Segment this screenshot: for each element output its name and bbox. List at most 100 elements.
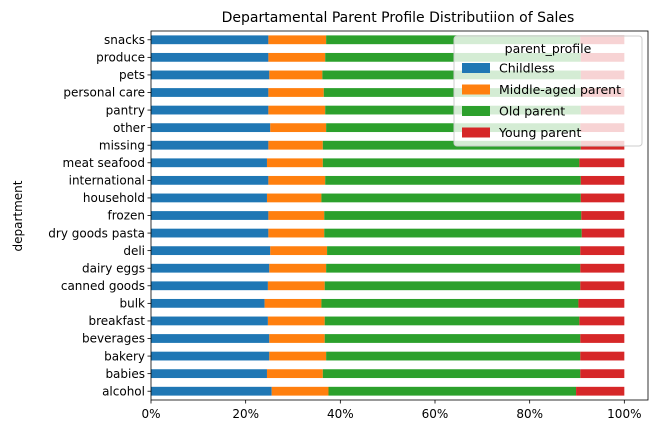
bar-missing-series-2 [322, 140, 581, 150]
bar-deli-series-2 [327, 246, 581, 256]
bar-international-series-2 [325, 175, 581, 185]
bar-beverages-series-3 [580, 334, 625, 343]
bar-bakery-series-1 [269, 351, 327, 361]
bar-dairy-eggs-series-1 [269, 263, 327, 273]
bar-household-series-3 [580, 193, 625, 203]
legend-swatch [462, 63, 490, 73]
y-tick-label: pets [119, 68, 145, 82]
bar-bulk-series-2 [321, 298, 579, 308]
bar-snacks-series-2 [326, 35, 581, 45]
bar-beverages-series-2 [324, 334, 581, 343]
bar-deli-series-3 [580, 246, 625, 256]
bar-household-series-1 [266, 193, 322, 203]
y-tick-label: breakfast [88, 314, 145, 328]
bar-beverages-series-1 [269, 334, 325, 343]
legend-label: Old parent [499, 104, 565, 119]
y-tick-label: household [83, 191, 145, 205]
bar-dry-goods-pasta-series-1 [268, 228, 325, 238]
legend-label: Young parent [498, 125, 581, 140]
bar-deli-series-0 [151, 246, 271, 256]
bar-dry-goods-pasta-series-3 [581, 228, 625, 238]
bar-missing-series-1 [268, 140, 323, 150]
bar-frozen-series-1 [268, 211, 325, 220]
bar-pets-series-0 [151, 70, 270, 80]
bar-pets-series-2 [322, 70, 581, 80]
bar-pantry-series-0 [151, 105, 269, 115]
bar-pets-series-1 [269, 70, 323, 80]
y-tick-label: meat seafood [63, 156, 145, 170]
bar-canned-goods-series-3 [580, 281, 625, 291]
bar-bulk-series-3 [578, 298, 625, 308]
chart-title: Departamental Parent Profile Distributii… [222, 10, 575, 26]
bar-canned-goods-series-0 [151, 281, 268, 291]
x-tick-label: 0% [141, 407, 160, 421]
bar-beverages-series-0 [151, 334, 270, 343]
bar-snacks-series-0 [151, 35, 269, 45]
bar-babies-series-3 [580, 369, 625, 379]
bar-bulk-series-0 [151, 298, 265, 308]
bar-breakfast-series-3 [579, 316, 625, 326]
bar-international-series-3 [580, 175, 625, 185]
bar-babies-series-0 [151, 369, 267, 379]
x-tick-label: 40% [327, 407, 354, 421]
legend-swatch [462, 127, 490, 138]
legend-label: Childless [499, 61, 555, 76]
bar-dairy-eggs-series-0 [151, 263, 270, 273]
bar-meat-seafood-series-1 [266, 158, 323, 168]
bar-bakery-series-2 [326, 351, 581, 361]
bar-alcohol-series-3 [576, 386, 625, 396]
bars-layer [151, 35, 625, 396]
bar-alcohol-series-0 [151, 386, 272, 396]
legend-swatch [462, 84, 490, 95]
x-tick-label: 100% [607, 407, 641, 421]
legend-title: parent_profile [505, 41, 592, 56]
bar-other-series-0 [151, 123, 271, 133]
y-tick-label: babies [105, 367, 145, 381]
bar-dry-goods-pasta-series-0 [151, 228, 269, 238]
legend-swatch [462, 106, 490, 116]
axes-layer: alcohol babies bakery beverages breakfast bul… [48, 30, 649, 421]
bar-breakfast-series-1 [267, 316, 325, 326]
y-tick-label: dairy eggs [82, 261, 145, 275]
bar-frozen-series-2 [324, 211, 582, 220]
y-tick-label: produce [96, 51, 145, 65]
bar-personal-care-series-2 [323, 88, 581, 97]
bar-produce-series-1 [268, 52, 326, 62]
legend-label: Middle-aged parent [499, 82, 621, 97]
y-tick-label: dry goods pasta [48, 226, 145, 240]
bar-babies-series-1 [266, 369, 323, 379]
bar-alcohol-series-1 [271, 386, 329, 396]
bar-international-series-1 [268, 175, 326, 185]
y-tick-label: international [69, 174, 145, 188]
bar-personal-care-series-1 [268, 88, 324, 97]
bar-bakery-series-0 [151, 351, 270, 361]
bar-dairy-eggs-series-2 [326, 263, 581, 273]
y-tick-label: deli [123, 244, 145, 258]
bar-dairy-eggs-series-3 [580, 263, 625, 273]
bar-meat-seafood-series-2 [322, 158, 580, 168]
bar-canned-goods-series-1 [267, 281, 325, 291]
y-tick-label: personal care [63, 86, 145, 100]
bar-bakery-series-3 [580, 351, 625, 361]
bar-frozen-series-0 [151, 211, 269, 220]
y-tick-label: alcohol [102, 384, 145, 398]
bar-pantry-series-2 [325, 105, 581, 115]
y-tick-label: other [113, 121, 145, 135]
bar-alcohol-series-2 [328, 386, 577, 396]
x-tick-label: 20% [232, 407, 259, 421]
bar-dry-goods-pasta-series-2 [324, 228, 582, 238]
bar-meat-seafood-series-3 [579, 158, 625, 168]
y-axis-label: department [11, 180, 25, 251]
bar-household-series-2 [321, 193, 581, 203]
bar-household-series-0 [151, 193, 267, 203]
y-tick-label: bulk [119, 297, 145, 311]
bar-deli-series-1 [270, 246, 328, 256]
legend-frame [453, 35, 643, 147]
bar-personal-care-series-0 [151, 88, 269, 97]
bar-snacks-series-1 [268, 35, 327, 45]
y-tick-label: missing [99, 138, 145, 152]
bar-international-series-0 [151, 175, 269, 185]
bar-breakfast-series-2 [324, 316, 580, 326]
y-tick-label: frozen [107, 209, 145, 223]
